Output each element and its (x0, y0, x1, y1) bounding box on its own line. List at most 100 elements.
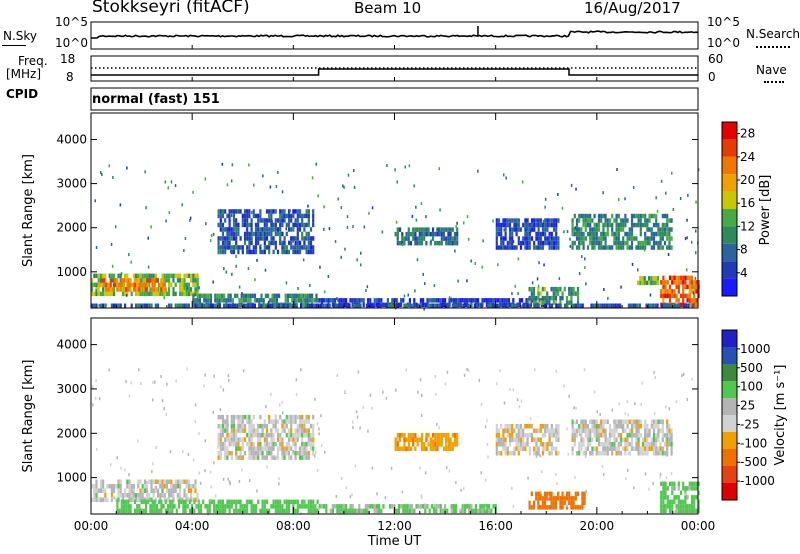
velocity-speckle (384, 496, 387, 500)
velocity-cell-2 (305, 428, 308, 433)
power-cell-6 (533, 240, 536, 246)
power-cell-5 (414, 236, 417, 241)
power-cell-7 (530, 286, 533, 292)
velocity-cell-1 (307, 499, 310, 505)
velocity-cell-7 (666, 424, 669, 429)
power-cell-11 (269, 303, 272, 308)
velocity-cell-2 (248, 437, 251, 442)
velocity-colorbar-swatch (722, 381, 737, 398)
velocity-cell-6 (552, 505, 555, 510)
velocity-cell-1 (274, 508, 277, 514)
power-cell-6 (537, 240, 540, 246)
power-speckle (396, 180, 398, 184)
velocity-cell-0 (143, 488, 146, 493)
velocity-cell-8 (662, 504, 665, 509)
power-cell-6 (504, 218, 507, 223)
power-cell-3 (272, 222, 275, 228)
velocity-cell-2 (303, 455, 306, 460)
power-speckle (450, 297, 452, 301)
velocity-speckle (455, 481, 457, 485)
power-cell-11 (394, 303, 397, 308)
power-cell-4 (393, 298, 396, 303)
velocity-cell-1 (252, 504, 255, 509)
velocity-cell-6 (574, 505, 577, 510)
velocity-cell-4 (403, 446, 406, 451)
power-cell-2 (220, 293, 223, 299)
power-speckle (430, 239, 432, 243)
velocity-cell-2 (254, 432, 258, 438)
power-cell-3 (283, 209, 286, 214)
velocity-cell-2 (283, 428, 286, 433)
velocity-cell-7 (661, 446, 664, 451)
power-cell-8 (630, 240, 634, 246)
velocity-cell-7 (628, 442, 631, 447)
velocity-cell-2 (235, 450, 238, 456)
power-cell-3 (232, 209, 236, 214)
velocity-speckle (432, 437, 434, 441)
velocity-cell-0 (185, 497, 188, 502)
velocity-cell-1 (153, 504, 156, 509)
power-cell-6 (508, 231, 512, 237)
velocity-cell-2 (221, 441, 225, 447)
power-cell-9 (654, 280, 657, 286)
velocity-cell-4 (425, 437, 428, 442)
power-cell-1 (144, 287, 147, 292)
power-cell-3 (248, 213, 251, 219)
power-cell-3 (235, 227, 238, 232)
velocity-cell-2 (290, 414, 293, 420)
power-cell-8 (595, 222, 598, 228)
velocity-cell-5 (495, 442, 498, 447)
velocity-cell-7 (626, 433, 629, 438)
velocity-ytick-label: 3000 (56, 382, 87, 396)
power-cell-11 (592, 303, 595, 308)
velocity-speckle (367, 429, 369, 433)
velocity-cell-1 (287, 508, 291, 514)
velocity-cell-3 (439, 504, 442, 509)
velocity-cell-7 (593, 419, 596, 424)
velocity-cell-4 (429, 437, 432, 442)
velocity-cell-1 (191, 504, 194, 509)
power-cell-2 (267, 293, 270, 299)
velocity-speckle (499, 369, 501, 373)
velocity-cell-6 (583, 496, 586, 501)
power-cell-3 (274, 218, 277, 223)
velocity-cell-2 (224, 446, 227, 451)
power-cell-3 (281, 222, 284, 228)
velocity-cell-0 (126, 484, 129, 489)
power-cell-10 (671, 280, 674, 285)
power-cell-4 (400, 302, 403, 308)
power-cell-10 (668, 284, 672, 290)
power-cell-10 (684, 280, 687, 285)
power-cell-0 (183, 273, 186, 279)
power-cell-8 (586, 231, 590, 237)
power-cell-2 (242, 298, 245, 303)
velocity-cell-2 (270, 455, 273, 460)
velocity-cell-7 (666, 419, 669, 424)
velocity-cell-3 (351, 504, 354, 509)
power-speckle (307, 204, 309, 208)
power-cell-2 (209, 293, 212, 299)
power-cell-3 (274, 209, 277, 214)
power-cell-8 (602, 231, 605, 237)
power-cell-9 (639, 280, 642, 286)
power-cell-7 (576, 291, 580, 296)
velocity-speckle (209, 498, 211, 502)
power-cell-2 (229, 293, 232, 299)
velocity-cell-5 (526, 442, 529, 447)
velocity-cell-2 (283, 419, 286, 424)
velocity-speckle (496, 382, 498, 386)
velocity-cell-8 (686, 504, 689, 509)
velocity-cell-7 (617, 446, 620, 451)
velocity-cell-7 (582, 442, 585, 447)
power-colorbar-tick-label: 28 (740, 127, 755, 141)
velocity-cell-0 (104, 497, 107, 502)
velocity-cell-8 (684, 504, 687, 509)
power-cell-8 (650, 227, 653, 232)
power-cell-3 (296, 231, 299, 237)
power-cell-6 (508, 240, 512, 246)
power-cell-6 (500, 240, 503, 246)
power-cell-0 (139, 291, 142, 297)
velocity-cell-7 (630, 424, 634, 429)
power-cell-7 (541, 300, 544, 305)
velocity-speckle (654, 423, 656, 427)
